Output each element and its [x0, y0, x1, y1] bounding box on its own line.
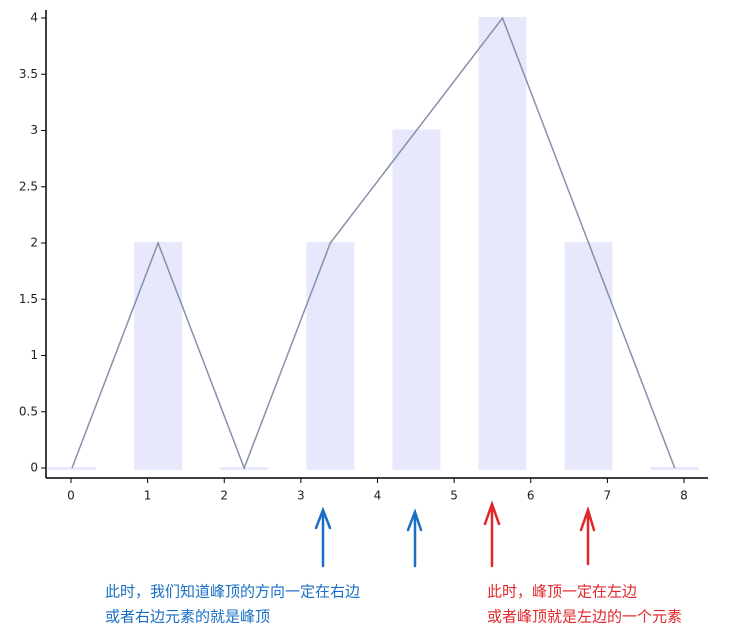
- bar: [650, 467, 699, 470]
- bar: [306, 242, 355, 470]
- annotation: 此时，峰顶一定在左边: [487, 583, 637, 601]
- annotation: 或者右边元素的就是峰顶: [105, 608, 270, 626]
- x-tick-label: 8: [680, 489, 688, 503]
- y-tick-label: 2.5: [19, 179, 38, 193]
- annotation: 此时，我们知道峰顶的方向一定在右边: [105, 583, 360, 601]
- y-tick-label: 2: [30, 236, 38, 250]
- y-tick-label: 1: [30, 348, 38, 362]
- line: [71, 16, 676, 471]
- x-tick-label: 7: [604, 489, 612, 503]
- x-tick-label: 0: [67, 489, 75, 503]
- annotation: 或者峰顶就是左边的一个元素: [487, 608, 682, 626]
- y-tick-label: 0: [30, 461, 38, 475]
- arrows: [314, 500, 596, 568]
- x-tick-label: 5: [450, 489, 458, 503]
- y-tick-label: 1.5: [19, 292, 38, 306]
- bar: [478, 17, 527, 470]
- x-tick-label: 4: [374, 489, 382, 503]
- x-tick-label: 6: [527, 489, 535, 503]
- bar: [48, 467, 96, 470]
- y-tick-label: 3.5: [19, 67, 38, 81]
- bar: [134, 242, 183, 470]
- y-tick-label: 0.5: [19, 404, 38, 418]
- y-tick-label: 4: [30, 11, 38, 25]
- bar: [564, 242, 613, 470]
- x-tick-label: 3: [297, 489, 305, 503]
- bar: [392, 129, 441, 470]
- x-tick-label: 1: [144, 489, 152, 503]
- x-tick-label: 2: [220, 489, 228, 503]
- y-tick-label: 3: [30, 123, 38, 137]
